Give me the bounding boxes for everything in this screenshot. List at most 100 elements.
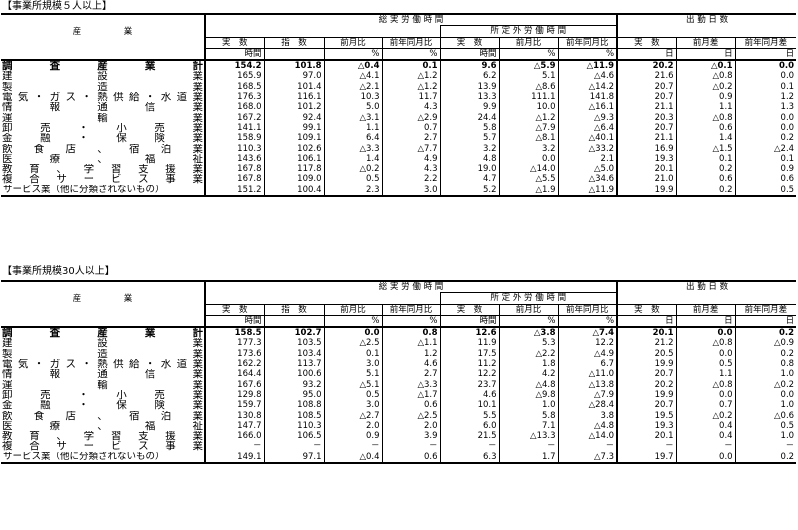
value-cell: △5.1 xyxy=(323,379,382,390)
value-cell: △1.9 xyxy=(498,184,558,198)
industry-name: 飲食店、宿泊業 xyxy=(2,143,203,154)
value-cell: 167.8 xyxy=(204,174,264,185)
table-row: 建設業 165.9 97.0 △4.1 △1.2 6.2 5.1 △4.6 21.6 △0.8 0.… xyxy=(1,71,797,82)
value-cell: 0.0 xyxy=(675,389,736,401)
value-cell: △0.2 xyxy=(734,379,797,390)
table-row: 製造業 168.5 101.4 △2.1 △1.2 13.9 △8.6 △14.2 20.7 △0… xyxy=(1,81,797,93)
value-cell: 0.4 xyxy=(675,420,736,432)
table-row: 建設業 177.3 103.5 △2.5 △1.1 11.9 5.3 12.2 21.2 △0.8… xyxy=(1,338,797,349)
value-cell: 20.1 xyxy=(616,327,677,339)
value-cell: 3.0 xyxy=(381,184,440,198)
value-cell: 173.6 xyxy=(204,348,264,360)
unit-label: % xyxy=(557,47,618,62)
value-cell: 2.1 xyxy=(557,153,618,165)
industry-name: 運輸業 xyxy=(2,112,203,123)
value-cell: 4.7 xyxy=(439,174,499,185)
value-cell: 0.0 xyxy=(734,60,797,72)
value-cell: 0.2 xyxy=(675,184,736,198)
industry-name: 金融・保険業 xyxy=(2,133,203,144)
value-cell: 100.4 xyxy=(263,184,324,198)
spacer-cell xyxy=(204,25,440,38)
value-cell: △1.7 xyxy=(381,389,440,401)
value-cell: 6.4 xyxy=(323,133,382,144)
value-cell: 11.2 xyxy=(439,359,499,370)
value-cell: △4.9 xyxy=(557,348,618,360)
table-row: 複合サービス事業 167.8 109.0 0.5 2.2 4.7 △5.5 △34.6 21.0… xyxy=(1,174,797,185)
table-row: 医療、福祉 147.7 110.3 2.0 2.0 6.0 7.1 △4.8 19.3 0.4 0.… xyxy=(1,420,797,432)
column-header: 前月比 xyxy=(323,303,382,316)
value-cell: 111.1 xyxy=(498,92,558,103)
unit-label: 日 xyxy=(616,47,677,62)
industry-name: 医療、福祉 xyxy=(2,420,203,432)
value-cell: 4.3 xyxy=(381,102,440,113)
value-cell: 95.0 xyxy=(263,389,324,401)
value-cell: △2.5 xyxy=(381,410,440,421)
value-cell: △0.2 xyxy=(675,81,736,93)
value-cell: 1.4 xyxy=(323,153,382,165)
value-cell: △4.1 xyxy=(323,71,382,82)
industry-header: 産 業 xyxy=(1,279,205,316)
value-cell: 1.3 xyxy=(734,102,797,113)
value-cell: 103.4 xyxy=(263,348,324,360)
total-hours-header: 総 実 労 働 時 間 xyxy=(203,13,618,26)
value-cell: 1.1 xyxy=(323,122,382,134)
unit-label: % xyxy=(557,314,618,329)
value-cell: 0.0 xyxy=(675,327,736,339)
table-row: 調査産業計 158.5 102.7 0.0 0.8 12.6 △3.8 △7.4 20.1 0.0… xyxy=(1,327,797,339)
value-cell: 20.7 xyxy=(616,122,677,134)
table-row: 複合サービス事業－－－－－－－－－－ xyxy=(1,441,797,452)
value-cell: △13.3 xyxy=(498,431,558,442)
column-header: 実 数 xyxy=(439,36,499,49)
industry-name: 調査産業計 xyxy=(2,327,203,339)
value-cell: △0.8 xyxy=(675,71,736,82)
value-cell: － xyxy=(498,441,558,452)
value-cell: △2.7 xyxy=(323,410,382,421)
value-cell: 108.8 xyxy=(263,400,324,411)
unit-label: 日 xyxy=(675,314,736,329)
value-cell: 176.3 xyxy=(204,92,264,103)
value-cell: 0.0 xyxy=(675,451,736,465)
value-cell: 113.7 xyxy=(263,359,324,370)
value-cell: 13.3 xyxy=(439,92,499,103)
value-cell: 5.5 xyxy=(439,410,499,421)
value-cell: 0.2 xyxy=(675,164,736,175)
value-cell: 23.7 xyxy=(439,379,499,390)
value-cell: 0.9 xyxy=(323,431,382,442)
attendance-header: 出 勤 日 数 xyxy=(616,13,797,26)
value-cell: 0.2 xyxy=(734,327,797,339)
value-cell: 106.5 xyxy=(263,431,324,442)
value-cell: 21.1 xyxy=(616,133,677,144)
industry-header: 産 業 xyxy=(1,12,205,49)
value-cell: 13.9 xyxy=(439,81,499,93)
value-cell: △5.9 xyxy=(498,60,558,72)
value-cell: 1.4 xyxy=(675,133,736,144)
value-cell: 167.2 xyxy=(204,112,264,123)
value-cell: － xyxy=(675,441,736,452)
value-cell: △5.5 xyxy=(498,174,558,185)
value-cell: 0.2 xyxy=(734,133,797,144)
unit-label: % xyxy=(323,47,382,62)
value-cell: △3.3 xyxy=(381,379,440,390)
value-cell: 20.1 xyxy=(616,164,677,175)
value-cell: 93.2 xyxy=(263,379,324,390)
value-cell: 19.9 xyxy=(616,184,677,198)
value-cell: △11.0 xyxy=(557,369,618,380)
value-cell: 19.3 xyxy=(616,153,677,165)
value-cell: 102.7 xyxy=(263,327,324,339)
value-cell: 166.0 xyxy=(204,431,264,442)
spacer-cell xyxy=(616,292,797,305)
value-cell: 106.1 xyxy=(263,153,324,165)
value-cell: 0.0 xyxy=(498,153,558,165)
table-row: サービス業（他に分類されないもの） 149.1 97.1 △0.4 0.6 6.3 1.7 △… xyxy=(1,451,797,465)
value-cell: 109.0 xyxy=(263,174,324,185)
spacer-cell xyxy=(204,292,440,305)
value-cell: △14.0 xyxy=(498,164,558,175)
value-cell: 99.1 xyxy=(263,122,324,134)
value-cell: 101.8 xyxy=(263,60,324,72)
value-cell: △7.9 xyxy=(498,122,558,134)
value-cell: － xyxy=(557,441,618,452)
unit-label xyxy=(263,314,324,329)
value-cell: 20.3 xyxy=(616,112,677,123)
value-cell: △1.2 xyxy=(498,112,558,123)
column-header: 前年同月差 xyxy=(734,303,797,316)
